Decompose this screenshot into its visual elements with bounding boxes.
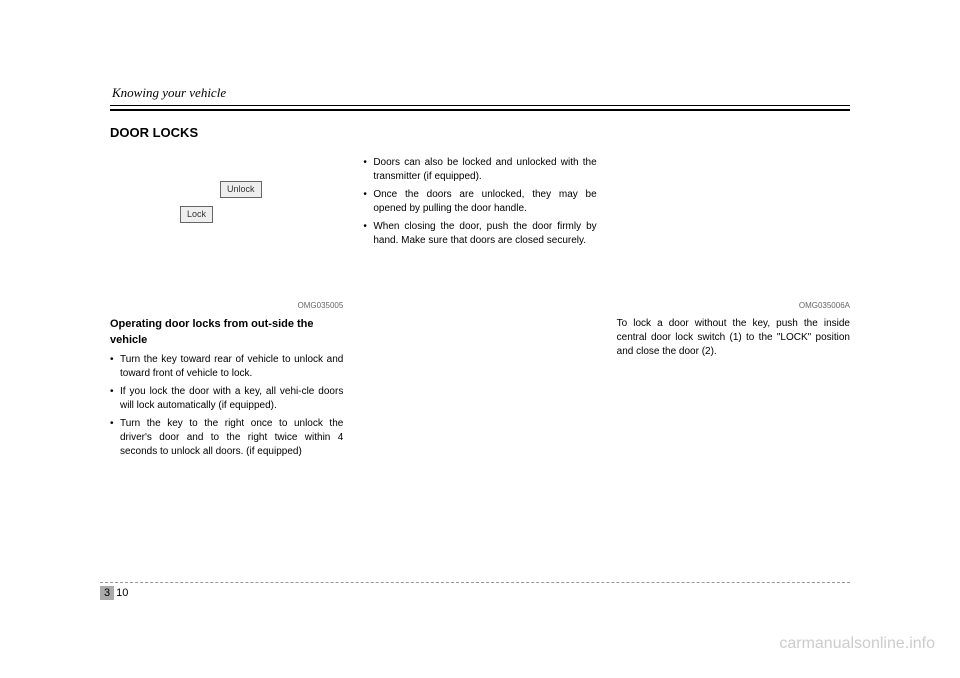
list-item: Turn the key toward rear of vehicle to u… (110, 353, 343, 381)
list-item: Once the doors are unlocked, they may be… (363, 188, 596, 216)
list-item: If you lock the door with a key, all veh… (110, 385, 343, 413)
header-rule-thick (110, 109, 850, 111)
chapter-title: Knowing your vehicle (112, 85, 850, 105)
column-3: OMG035006A To lock a door without the ke… (617, 146, 850, 463)
watermark: carmanualsonline.info (779, 635, 935, 653)
column-2: Doors can also be locked and unlocked wi… (363, 146, 596, 463)
list-item: Doors can also be locked and unlocked wi… (363, 156, 596, 184)
column-1: Unlock Lock OMG035005 Operating door loc… (110, 146, 343, 463)
header-rule-thin (110, 105, 850, 106)
list-item: When closing the door, push the door fir… (363, 220, 596, 248)
figure-1-id: OMG035005 (110, 300, 343, 311)
page-number: 310 (100, 587, 128, 599)
lock-label: Lock (180, 206, 213, 223)
list-item: Turn the key to the right once to unlock… (110, 417, 343, 459)
figure-2-id: OMG035006A (617, 300, 850, 311)
unlock-label: Unlock (220, 181, 262, 198)
bullet-list-1: Turn the key toward rear of vehicle to u… (110, 353, 343, 459)
page-number-value: 10 (116, 587, 128, 599)
content-columns: Unlock Lock OMG035005 Operating door loc… (110, 146, 850, 463)
subheading-1: Operating door locks from out-side the v… (110, 317, 343, 348)
page-footer: 310 (100, 582, 850, 583)
figure-1: Unlock Lock (110, 146, 343, 296)
figure-2 (617, 146, 850, 296)
section-title: DOOR LOCKS (110, 125, 850, 140)
bullet-list-2: Doors can also be locked and unlocked wi… (363, 156, 596, 248)
chapter-number: 3 (100, 586, 114, 600)
body-text-3: To lock a door without the key, push the… (617, 317, 850, 359)
